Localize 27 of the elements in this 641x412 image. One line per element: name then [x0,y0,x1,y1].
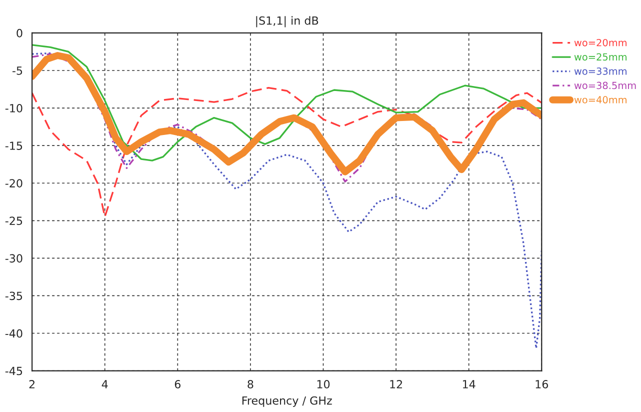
x-tick-label: 10 [317,380,330,388]
y-tick-label: -45 [5,366,22,376]
legend-label: wo=40mm [574,96,626,104]
y-tick-label: -30 [5,254,22,263]
line-series [32,44,542,162]
legend-label: wo=38.5mm [574,82,636,90]
x-tick-label: 2 [29,380,34,388]
x-axis-title: Frequency / GHz [242,396,332,407]
x-tick-label: 12 [390,380,402,388]
x-tick-label: 4 [102,380,108,388]
x-tick-label: 8 [248,380,254,388]
legend-label: wo=20mm [574,38,626,46]
x-tick-label: 14 [462,380,476,388]
y-tick-label: -15 [5,142,22,150]
y-tick-label: -5 [12,66,22,75]
y-tick-label: -10 [5,104,22,112]
x-tick-label: 6 [174,380,180,388]
x-tick-label: 16 [536,380,548,388]
line-series [32,86,542,218]
legend-label: wo=33mm [574,68,626,75]
y-tick-label: -25 [5,216,22,226]
legend-label: wo=25mm [574,53,626,61]
y-tick-label: -40 [5,329,22,338]
y-tick-label: -20 [5,179,22,188]
y-tick-label: 0 [16,28,22,38]
y-tick-label: -35 [5,292,22,300]
chart-title: |S1,1| in dB [256,16,318,28]
